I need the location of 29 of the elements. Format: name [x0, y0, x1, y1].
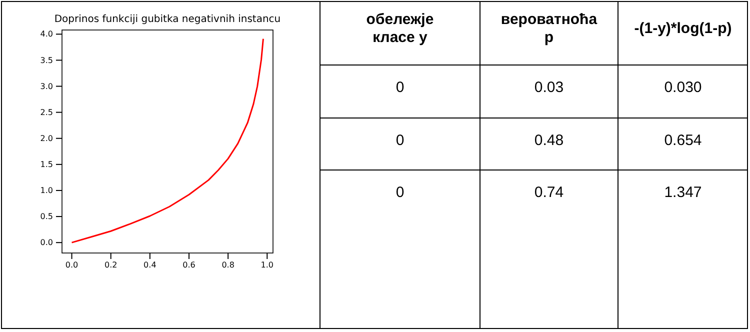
text: 0.030 — [664, 79, 702, 96]
x-tick-label: 0.2 — [104, 260, 118, 270]
y-tick-label: 0.0 — [40, 238, 53, 248]
y-tick-label: 2.5 — [40, 108, 53, 117]
text: 0.03 — [534, 79, 564, 96]
y-tick-label: 1.5 — [40, 160, 53, 169]
text: 1.347 — [664, 184, 702, 201]
text: вероватноћа p — [500, 11, 598, 46]
text: -(1-y)*log(1-p) — [634, 20, 732, 37]
text: обележје класе y — [366, 11, 434, 46]
y-tick-label: 3.0 — [40, 82, 53, 91]
x-tick-label: 1.0 — [260, 260, 274, 270]
y-tick-label: 1.0 — [40, 186, 53, 196]
y-tick-label: 2.0 — [40, 134, 53, 143]
text: 0.74 — [534, 184, 564, 201]
text: 0 — [396, 184, 404, 201]
text: 0 — [396, 79, 404, 96]
chart-title: Doprinos funkciji gubitka negativnih instancu — [54, 14, 281, 25]
x-tick-label: 0.0 — [65, 260, 78, 270]
x-tick-label: 0.8 — [222, 260, 234, 270]
text: 0 — [396, 132, 404, 149]
y-tick-label: 4.0 — [40, 30, 53, 39]
y-tick-label: 0.5 — [40, 212, 53, 222]
line-series — [71, 38, 264, 244]
text: 0.654 — [664, 132, 702, 149]
text: 0.48 — [534, 132, 564, 149]
x-tick-label: 0.6 — [182, 260, 196, 270]
y-tick-label: 3.5 — [40, 56, 53, 65]
x-tick-label: 0.4 — [144, 260, 156, 270]
